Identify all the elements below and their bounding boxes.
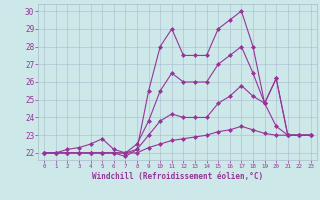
X-axis label: Windchill (Refroidissement éolien,°C): Windchill (Refroidissement éolien,°C): [92, 172, 263, 181]
